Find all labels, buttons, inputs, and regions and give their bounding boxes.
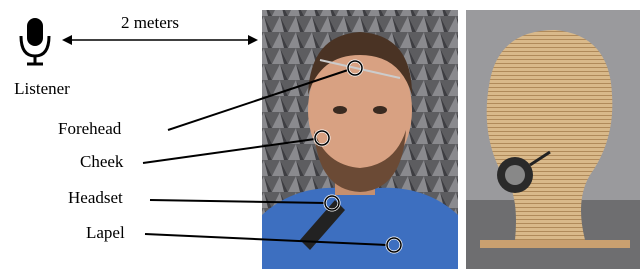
distance-arrow [62, 35, 258, 45]
mic-label: Cheek [80, 152, 124, 171]
figure: Listener 2 meters [0, 0, 644, 269]
microphone-icon [21, 18, 49, 64]
mic-label: Lapel [86, 223, 125, 242]
wooden-head-photo [466, 10, 640, 269]
person-photo [262, 10, 458, 269]
listener-label: Listener [14, 79, 70, 98]
mic-label: Headset [68, 188, 123, 207]
mic-label: Forehead [58, 119, 122, 138]
distance-label: 2 meters [121, 13, 179, 32]
page: Listener 2 meters [0, 0, 644, 269]
